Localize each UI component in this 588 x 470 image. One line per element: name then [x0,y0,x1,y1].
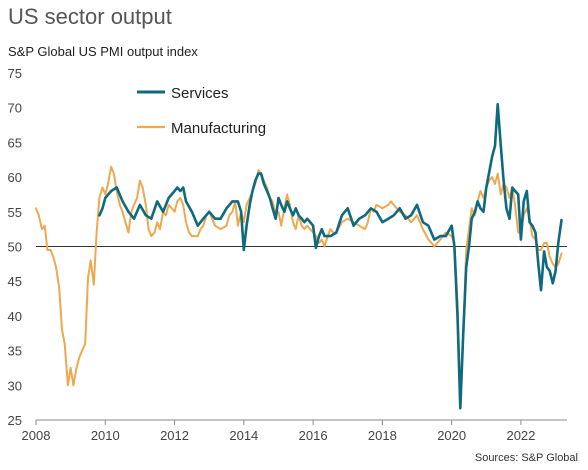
legend-label-manufacturing: Manufacturing [171,120,266,137]
chart-subtitle: S&P Global US PMI output index [8,44,198,59]
x-tick-label: 2012 [160,428,189,443]
x-tick-label: 2022 [506,428,535,443]
y-tick-label: 30 [8,378,22,393]
y-tick-label: 60 [8,170,22,185]
x-tick-label: 2020 [437,428,466,443]
chart-source: Sources: S&P Global [474,452,578,464]
y-tick-label: 55 [8,205,22,220]
y-tick-label: 70 [8,101,22,116]
y-tick-label: 75 [8,66,22,81]
legend-label-services: Services [171,85,229,102]
y-tick-label: 50 [8,240,22,255]
y-tick-label: 45 [8,274,22,289]
x-tick-label: 2008 [22,428,51,443]
series-line-services [98,102,563,410]
chart-title: US sector output [8,4,172,29]
series-line-manufacturing [35,165,563,397]
x-tick-label: 2016 [299,428,328,443]
x-tick-label: 2014 [229,428,258,443]
y-tick-label: 40 [8,309,22,324]
y-tick-label: 35 [8,344,22,359]
y-tick-label: 25 [8,413,22,428]
y-tick-label: 65 [8,135,22,150]
x-tick-label: 2010 [91,428,120,443]
x-tick-label: 2018 [368,428,397,443]
